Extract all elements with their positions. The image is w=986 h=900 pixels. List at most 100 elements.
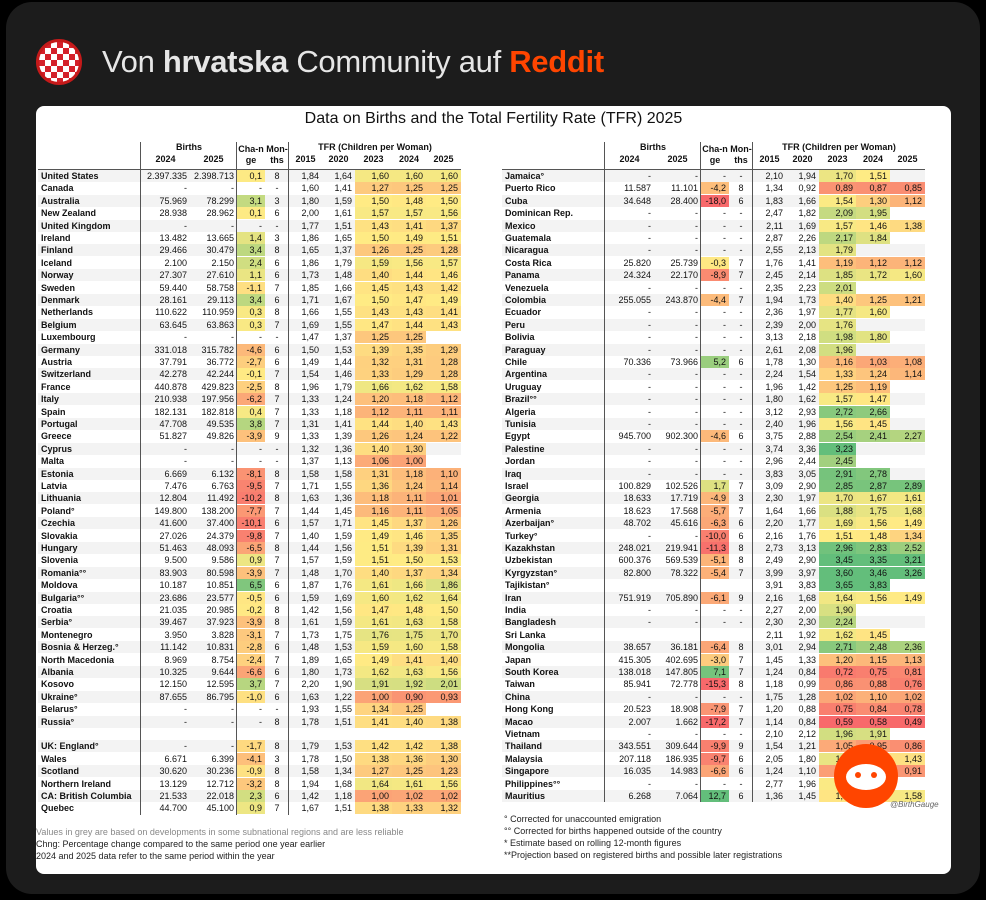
b24-cell: - (648, 220, 651, 231)
t25-cell: 0,85 (890, 182, 925, 195)
chg-cell: - (259, 716, 262, 727)
t25-cell: 1,58 (426, 616, 461, 629)
t24-cell: 2,41 (856, 430, 890, 443)
t25-cell: 1,02 (890, 690, 925, 703)
mo-cell: 6 (738, 530, 744, 541)
t20-cell: 0,84 (798, 667, 816, 677)
header-prefix: Von (102, 44, 163, 79)
name-cell: Moldova (41, 580, 78, 591)
chg-cell: - (723, 233, 726, 243)
births-2024-header: 2024 (155, 154, 176, 164)
chg-cell: -3,1 (237, 628, 265, 641)
chg-cell: 2,4 (237, 256, 265, 269)
note-grey: Values in grey are based on developments… (36, 827, 404, 837)
t23-cell: 1,76 (355, 628, 392, 641)
table-row (38, 728, 461, 740)
b24-cell: 207.118 (619, 753, 651, 764)
t20-cell: 3,36 (798, 443, 816, 454)
table-row: Mongolia 38.657 36.181 -6,4 8 3,01 2,94 2,71 2,4… (502, 641, 925, 654)
t25-cell (890, 381, 925, 393)
mo-cell: - (739, 468, 743, 479)
t23-cell: 1,31 (355, 467, 392, 480)
b25-cell: 6.132 (211, 468, 234, 479)
t20-cell: 2,93 (798, 406, 816, 417)
b25-cell: - (695, 443, 698, 454)
b24-cell: 12.150 (159, 679, 187, 690)
b24-cell: - (184, 741, 187, 752)
b24-cell: - (648, 419, 651, 429)
b24-cell: 2.397.335 (146, 171, 187, 181)
b24-cell: 6.669 (164, 468, 187, 479)
t24-cell: 0,88 (856, 678, 890, 691)
b25-cell: 186.935 (665, 753, 698, 764)
t20-cell: 1,45 (798, 791, 816, 801)
t15-cell: 1,77 (301, 220, 319, 231)
name-cell: Poland° (41, 505, 75, 516)
b24-cell: 13.482 (159, 233, 187, 243)
t25-cell: 1,49 (426, 294, 461, 306)
t24-cell: 1,44 (392, 318, 426, 331)
births-header: Births (175, 142, 202, 152)
name-cell: Luxembourg (41, 332, 96, 343)
t25-cell: 1,46 (426, 269, 461, 282)
b25-cell: 37.923 (206, 617, 234, 628)
t25-cell: 3,26 (890, 566, 925, 579)
name-cell: Romania°° (41, 567, 87, 578)
t20-cell: 1,21 (798, 741, 816, 752)
t24-cell: 1,12 (856, 256, 890, 269)
births-header: Births (639, 142, 666, 152)
b24-cell: - (648, 332, 651, 343)
t24-cell: 1,11 (392, 504, 426, 517)
name-cell: Bosnia & Herzeg.° (41, 642, 119, 653)
mo-cell: - (739, 778, 743, 789)
t20-cell: 2,90 (798, 481, 816, 491)
t24-cell: 2,87 (856, 480, 890, 492)
chg-cell: - (723, 456, 726, 467)
tfr-2015-header: 2015 (759, 154, 780, 164)
table-row: Kyrgyzstan° 82.800 78.322 -5,4 7 3,99 3,97 3,60… (502, 566, 925, 579)
table-row: Germany 331.018 315.782 -4,6 6 1,50 1,53 1,39 1,… (38, 343, 461, 356)
t15-cell: 1,45 (765, 654, 783, 665)
b24-cell: 2.100 (164, 257, 187, 268)
right-table: Births 2024 2025 Cha-nge Mon-ths TFR (Childre… (502, 142, 925, 803)
t24-cell: 1,35 (392, 343, 426, 356)
table-row: Portugal 47.708 49.535 3,8 7 1,31 1,41 1,44 1,40… (38, 418, 461, 430)
t23-cell: 1,40 (355, 442, 392, 455)
t25-cell: 1,49 (890, 591, 925, 604)
t25-cell: 1,56 (426, 666, 461, 678)
table-row: Greece 51.827 49.826 -3,9 9 1,33 1,39 1,26 1,24 1… (38, 430, 461, 443)
t25-cell (890, 604, 925, 616)
t25-cell: 1,31 (426, 542, 461, 554)
t24-cell: 1,63 (392, 666, 426, 678)
t24-cell: 1,67 (856, 492, 890, 505)
table-row: Iran 751.919 705.890 -6,1 9 2,16 1,68 1,64 1,56 1… (502, 591, 925, 604)
t24-cell: 1,18 (392, 393, 426, 406)
t20-cell: 1,56 (334, 605, 352, 615)
t23-cell: 2,45 (819, 455, 856, 468)
mo-cell: - (739, 406, 743, 417)
chg-cell: - (723, 605, 726, 615)
b24-cell (605, 629, 654, 641)
chg-cell: - (723, 468, 726, 479)
mo-cell: - (739, 617, 743, 628)
t24-cell: 1,24 (392, 480, 426, 492)
b24-cell (605, 579, 654, 591)
t20-cell: 2,23 (798, 282, 816, 293)
table-row: Italy 210.938 197.956 -6,2 7 1,33 1,24 1,20 1,18… (38, 393, 461, 406)
name-cell: Panama (505, 270, 540, 281)
chg-cell: -7,7 (237, 504, 265, 517)
mo-cell: 8 (274, 617, 280, 628)
b24-cell: 30.620 (159, 766, 187, 777)
table-row: Armenia 18.623 17.568 -5,7 7 1,64 1,66 1,88 1,75… (502, 504, 925, 517)
b24-cell: - (648, 443, 651, 454)
b24-cell: - (648, 381, 651, 392)
b25-cell: - (695, 245, 698, 256)
mo-cell: - (739, 419, 743, 429)
t24-cell: 3,83 (856, 579, 890, 592)
t24-cell: 1,92 (392, 678, 426, 691)
community-name[interactable]: hrvatska (162, 44, 289, 79)
community-logo-icon[interactable] (36, 39, 82, 85)
b24-cell: 59.440 (159, 282, 187, 293)
b25-cell: 9.586 (211, 555, 234, 566)
infographic-card: Data on Births and the Total Fertility R… (36, 106, 951, 874)
